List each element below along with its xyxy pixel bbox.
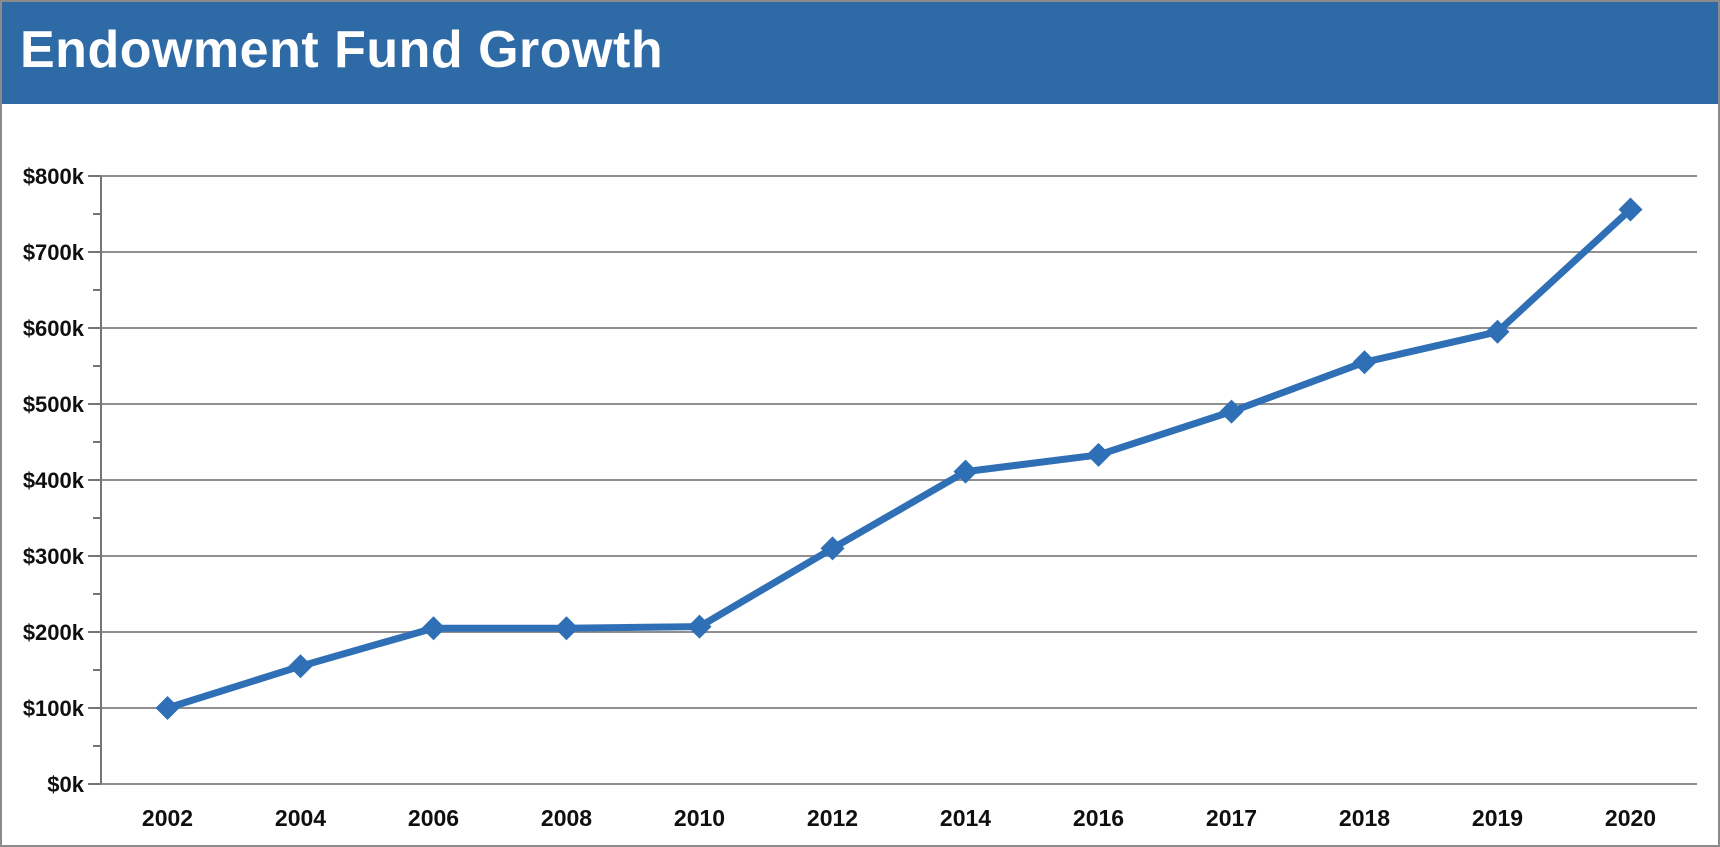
y-tick-label: $500k [23,392,85,417]
y-tick-label: $100k [23,696,85,721]
y-tick-label: $600k [23,316,85,341]
data-point-marker [1618,197,1643,222]
y-tick-label: $800k [23,164,85,189]
data-point-marker [1086,442,1111,467]
x-tick-label: 2018 [1339,805,1390,831]
data-point-marker [554,616,579,641]
x-tick-label: 2004 [275,805,326,831]
page-title: Endowment Fund Growth [20,21,664,79]
x-tick-label: 2012 [807,805,858,831]
data-point-marker [1485,319,1510,344]
data-point-marker [288,654,313,679]
data-point-marker [155,696,180,720]
x-tick-label: 2010 [674,805,725,831]
x-tick-label: 2002 [142,805,193,831]
data-point-marker [1352,350,1377,375]
y-tick-label: $0k [47,772,84,797]
data-point-marker [421,616,446,641]
x-tick-label: 2016 [1073,805,1124,831]
y-tick-label: $300k [23,544,85,569]
y-tick-label: $400k [23,468,85,493]
x-tick-label: 2017 [1206,805,1257,831]
x-tick-label: 2014 [940,805,991,831]
x-tick-label: 2019 [1472,805,1523,831]
data-point-marker [820,536,845,561]
x-tick-label: 2020 [1605,805,1656,831]
data-point-marker [953,459,978,484]
data-point-marker [687,614,712,639]
title-banner: Endowment Fund Growth [2,2,1718,104]
y-tick-label: $700k [23,240,85,265]
data-point-marker [1219,399,1244,424]
y-tick-label: $200k [23,620,85,645]
data-line [164,205,1634,712]
x-tick-label: 2008 [541,805,592,831]
x-tick-label: 2006 [408,805,459,831]
